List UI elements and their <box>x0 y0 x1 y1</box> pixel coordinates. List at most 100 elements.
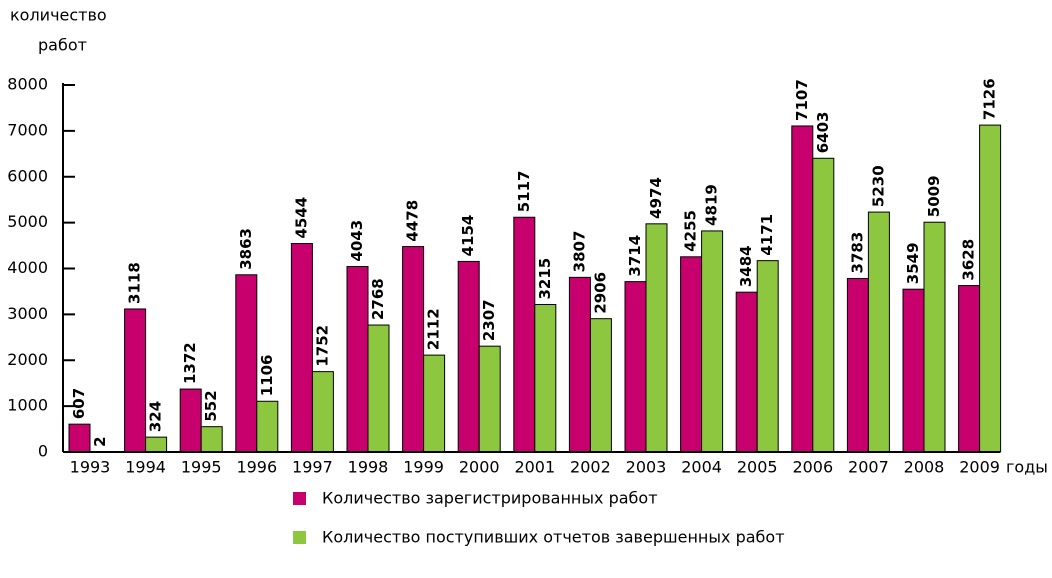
value-label: 3807 <box>570 231 588 273</box>
y-tick-label: 5000 <box>7 212 48 231</box>
x-tick-label: 2001 <box>514 458 555 477</box>
value-label: 5117 <box>515 171 533 213</box>
value-label: 4544 <box>292 197 310 239</box>
value-label: 4154 <box>459 215 477 257</box>
y-tick-label: 2000 <box>7 350 48 369</box>
value-label: 3628 <box>960 239 978 281</box>
value-label: 2307 <box>480 299 498 341</box>
bar <box>923 221 946 453</box>
y-tick-label: 8000 <box>7 75 48 94</box>
x-tick-label: 2008 <box>904 458 945 477</box>
value-label: 324 <box>147 401 165 432</box>
x-tick-label: 1999 <box>403 458 444 477</box>
value-label: 1752 <box>313 325 331 367</box>
value-label: 2112 <box>425 308 443 350</box>
value-label: 5230 <box>869 165 887 207</box>
bar <box>979 124 1002 453</box>
value-label: 607 <box>70 388 88 419</box>
value-label: 4478 <box>404 200 422 242</box>
x-axis-label: годы <box>1006 458 1048 477</box>
value-label: 3549 <box>904 242 922 284</box>
legend-swatch <box>293 531 306 544</box>
bar <box>846 277 869 453</box>
bar <box>402 246 425 453</box>
x-tick-label: 2009 <box>959 458 1000 477</box>
bar <box>645 223 668 453</box>
value-label: 4043 <box>348 220 366 262</box>
bar <box>680 256 703 453</box>
y-tick-label: 7000 <box>7 120 48 139</box>
value-label: 1372 <box>181 342 199 384</box>
bar <box>534 304 557 453</box>
y-tick-label: 1000 <box>7 396 48 415</box>
legend-label: Количество поступивших отчетов завершенн… <box>322 528 785 547</box>
bar <box>791 125 814 453</box>
bar <box>478 345 501 453</box>
x-tick-label: 1994 <box>125 458 166 477</box>
value-label: 3215 <box>536 258 554 300</box>
y-tick-label: 6000 <box>7 166 48 185</box>
x-tick-label: 2006 <box>792 458 833 477</box>
x-tick-label: 2003 <box>626 458 667 477</box>
legend-label: Количество зарегистрированных работ <box>322 489 658 508</box>
bar <box>457 260 480 453</box>
bar <box>756 260 779 453</box>
y-tick-label: 4000 <box>7 258 48 277</box>
value-label: 5009 <box>925 175 943 217</box>
bar <box>290 243 313 453</box>
bar <box>624 281 647 453</box>
bar <box>367 324 390 453</box>
bar <box>902 288 925 453</box>
bar <box>311 371 334 453</box>
x-tick-label: 1993 <box>70 458 111 477</box>
x-tick-label: 1997 <box>292 458 333 477</box>
x-tick-label: 1996 <box>236 458 277 477</box>
value-label: 552 <box>202 390 220 421</box>
value-label: 3714 <box>626 235 644 277</box>
x-tick-label: 2005 <box>737 458 778 477</box>
bar <box>812 157 835 453</box>
bar <box>867 211 890 453</box>
value-label: 2906 <box>591 272 609 314</box>
bar <box>179 388 202 453</box>
value-label: 4171 <box>758 214 776 256</box>
bar <box>735 291 758 453</box>
bar <box>513 216 536 453</box>
bar <box>568 276 591 453</box>
y-tick-label: 0 <box>38 442 48 461</box>
y-tick-label: 3000 <box>7 304 48 323</box>
value-label: 7126 <box>981 78 999 120</box>
bar <box>423 354 446 453</box>
value-label: 4974 <box>647 177 665 219</box>
value-label: 1106 <box>258 355 276 397</box>
x-tick-label: 2002 <box>570 458 611 477</box>
bar <box>200 426 223 453</box>
value-label: 3484 <box>737 245 755 287</box>
x-tick-label: 1995 <box>181 458 222 477</box>
x-tick-label: 1998 <box>348 458 389 477</box>
value-label: 3118 <box>126 262 144 304</box>
legend-swatch <box>293 492 306 505</box>
bar <box>256 400 279 453</box>
value-label: 4819 <box>703 184 721 226</box>
value-label: 4255 <box>682 210 700 252</box>
x-tick-label: 2004 <box>681 458 722 477</box>
bar <box>145 436 168 453</box>
bar <box>124 308 147 453</box>
value-label: 3783 <box>848 232 866 274</box>
value-label: 2768 <box>369 278 387 320</box>
bar <box>68 423 91 453</box>
bar <box>235 274 258 453</box>
y-axis-label: работ <box>38 36 87 55</box>
bar <box>589 318 612 453</box>
bar <box>701 230 724 453</box>
value-label: 2 <box>91 436 109 446</box>
bar <box>346 266 369 453</box>
y-axis-label: количество <box>10 6 107 25</box>
x-tick-label: 2000 <box>459 458 500 477</box>
value-label: 6403 <box>814 112 832 154</box>
value-label: 3863 <box>237 228 255 270</box>
value-label: 7107 <box>793 79 811 121</box>
bar <box>958 285 981 453</box>
